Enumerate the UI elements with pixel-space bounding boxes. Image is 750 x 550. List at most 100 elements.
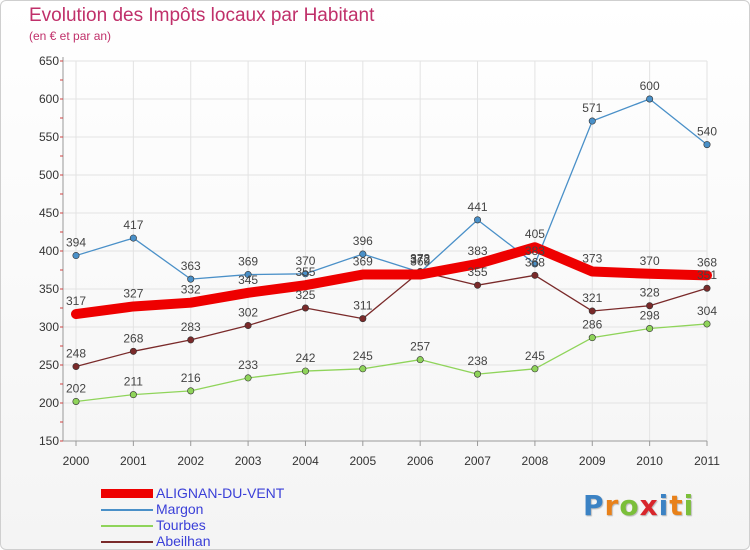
x-tick-label: 2005 — [349, 454, 376, 468]
data-label-abeilhan: 283 — [181, 320, 201, 334]
chart-subtitle: (en € et par an) — [29, 29, 112, 43]
data-label-tourbes: 245 — [525, 349, 545, 363]
legend-label-abeilhan: Abeilhan — [156, 533, 211, 549]
y-tick-label: 550 — [39, 130, 59, 144]
data-point-tourbes — [301, 367, 309, 375]
data-point-margon — [531, 260, 539, 268]
y-tick-label: 200 — [39, 396, 59, 410]
data-label-abeilhan: 311 — [353, 299, 372, 313]
x-tick-label: 2010 — [636, 454, 663, 468]
data-point-abeilhan — [187, 336, 195, 344]
data-label-abeilhan: 248 — [66, 347, 86, 361]
legend-swatch-abeilhan — [101, 541, 153, 543]
x-tick-label: 2007 — [464, 454, 491, 468]
data-point-tourbes — [72, 397, 80, 405]
data-label-alignan-du-vent: 345 — [238, 273, 258, 287]
data-label-abeilhan: 268 — [123, 331, 143, 345]
data-point-abeilhan — [359, 315, 367, 323]
data-point-abeilhan — [129, 347, 137, 355]
data-point-abeilhan — [703, 284, 711, 292]
x-tick-label: 2004 — [292, 454, 319, 468]
legend-swatch-margon — [101, 509, 153, 511]
data-point-tourbes — [359, 365, 367, 373]
data-label-tourbes: 298 — [640, 309, 660, 323]
data-point-abeilhan — [531, 271, 539, 279]
y-tick-label: 300 — [39, 320, 59, 334]
series-line-abeilhan — [75, 270, 708, 368]
y-tick-label: 450 — [39, 206, 59, 220]
data-point-abeilhan — [474, 281, 482, 289]
data-label-tourbes: 238 — [468, 354, 488, 368]
axes: 150 200 250 300 350 400 450 500 550 600 650 2000 200… — [39, 54, 720, 468]
data-label-abeilhan: 302 — [238, 305, 258, 319]
data-label-margon: 383 — [525, 244, 545, 258]
data-label-alignan-du-vent: 368 — [697, 255, 717, 269]
data-point-margon — [187, 275, 195, 283]
legend-swatch-tourbes — [101, 525, 153, 527]
x-tick-label: 2011 — [694, 454, 720, 468]
series-line-margon — [75, 98, 708, 280]
x-tick-label: 2001 — [120, 454, 147, 468]
data-point-abeilhan — [244, 321, 252, 329]
data-label-margon: 396 — [353, 234, 373, 248]
data-point-tourbes — [244, 374, 252, 382]
data-label-alignan-du-vent: 373 — [582, 252, 602, 266]
data-point-abeilhan — [646, 302, 654, 310]
legend-label-alignan-du-vent: ALIGNAN-DU-VENT — [156, 485, 285, 501]
data-point-tourbes — [703, 320, 711, 328]
data-label-abeilhan: 368 — [525, 255, 545, 269]
x-tick-label: 2006 — [407, 454, 434, 468]
data-label-margon: 600 — [640, 79, 660, 93]
data-point-margon — [646, 95, 654, 103]
data-label-alignan-du-vent: 332 — [181, 283, 201, 297]
data-label-alignan-du-vent: 355 — [295, 265, 315, 279]
data-label-tourbes: 202 — [66, 381, 86, 395]
data-label-abeilhan: 321 — [582, 291, 602, 305]
data-label-tourbes: 245 — [353, 349, 373, 363]
data-point-margon — [301, 270, 309, 278]
data-label-tourbes: 257 — [410, 340, 430, 354]
y-tick-label: 500 — [39, 168, 59, 182]
grid — [63, 60, 708, 442]
data-point-margon — [359, 250, 367, 258]
data-label-margon: 363 — [181, 259, 201, 273]
x-tick-label: 2000 — [63, 454, 90, 468]
data-label-margon: 372 — [410, 252, 430, 266]
y-tick-label: 600 — [39, 92, 59, 106]
data-label-tourbes: 242 — [295, 351, 315, 365]
y-tick-label: 350 — [39, 282, 59, 296]
data-label-tourbes: 304 — [697, 304, 717, 318]
proxiti-logo: Proxiti — [583, 489, 695, 522]
data-label-margon: 369 — [238, 255, 258, 269]
data-label-tourbes: 211 — [124, 375, 143, 389]
y-tick-label: 150 — [39, 434, 59, 448]
data-point-tourbes — [531, 365, 539, 373]
chart-title: Evolution des Impôts locaux par Habitant — [29, 5, 375, 26]
data-point-margon — [244, 271, 252, 279]
data-point-margon — [703, 141, 711, 149]
data-label-alignan-du-vent: 405 — [525, 227, 545, 241]
data-label-tourbes: 233 — [238, 358, 258, 372]
y-tick-label: 250 — [39, 358, 59, 372]
data-point-tourbes — [416, 356, 424, 364]
y-tick-label: 650 — [39, 54, 59, 68]
y-tick-label: 400 — [39, 244, 59, 258]
data-label-abeilhan: 355 — [468, 265, 488, 279]
data-label-alignan-du-vent: 369 — [410, 255, 430, 269]
data-label-alignan-du-vent: 317 — [66, 294, 86, 308]
data-label-alignan-du-vent: 370 — [640, 254, 660, 268]
data-label-margon: 441 — [468, 200, 488, 214]
data-point-margon — [72, 252, 80, 260]
data-label-margon: 417 — [123, 218, 143, 232]
x-tick-label: 2009 — [579, 454, 606, 468]
legend-swatch-alignan-du-vent — [101, 489, 153, 498]
x-tick-label: 2002 — [177, 454, 204, 468]
data-label-margon: 394 — [66, 236, 86, 250]
legend-label-tourbes: Tourbes — [156, 517, 206, 533]
data-label-alignan-du-vent: 327 — [123, 286, 143, 300]
data-label-margon: 370 — [295, 254, 315, 268]
data-label-abeilhan: 351 — [697, 268, 717, 282]
series-line-tourbes — [75, 323, 708, 403]
